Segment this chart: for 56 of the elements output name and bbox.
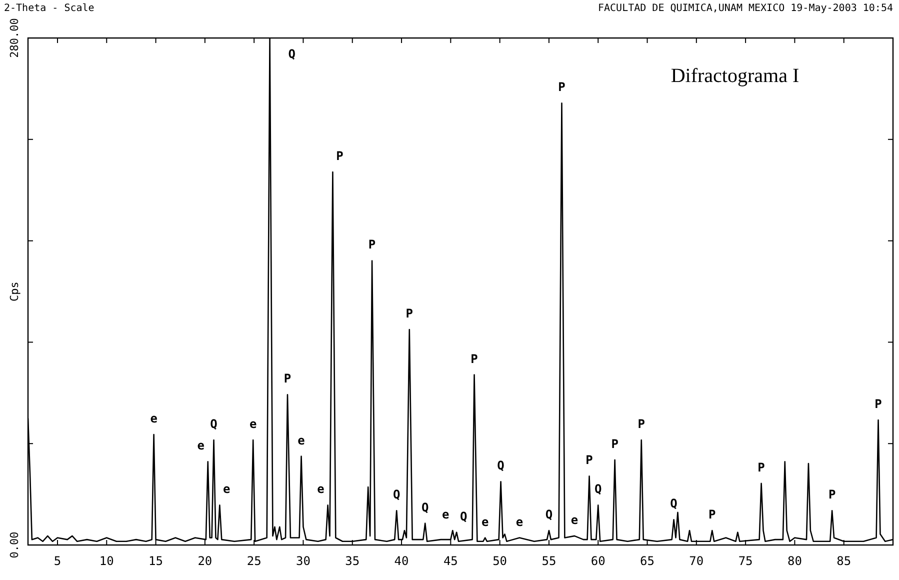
annotation: e: [570, 512, 578, 527]
annotation: P: [708, 508, 716, 522]
annotation: P: [611, 436, 618, 451]
annotation: P: [368, 238, 376, 252]
x-tick-label: 75: [738, 554, 753, 568]
annotation: Q: [497, 458, 504, 473]
x-tick-label: 70: [689, 554, 704, 568]
annotation: Q: [210, 416, 218, 431]
annotation: Q: [288, 47, 296, 61]
x-tick-label: 40: [394, 554, 409, 568]
annotation: e: [298, 433, 305, 448]
annotation: Q: [545, 508, 553, 522]
y-tick-label: 280.00: [8, 18, 21, 58]
x-tick-label: 15: [148, 554, 164, 568]
annotation: Q: [392, 488, 400, 502]
annotation: e: [197, 438, 204, 453]
x-tick-label: 35: [345, 554, 360, 568]
annotation: Q: [594, 482, 602, 496]
annotation: e: [481, 514, 489, 529]
annotation: P: [470, 352, 478, 366]
y-tick-label: 0.00: [8, 532, 21, 558]
annotation: P: [758, 460, 765, 474]
annotation: P: [558, 80, 566, 94]
x-tick-label: 30: [296, 554, 310, 568]
annotation: P: [406, 306, 414, 321]
x-tick-label: 25: [246, 554, 262, 568]
annotation: P: [638, 416, 645, 431]
annotation: e: [317, 482, 324, 496]
x-axis-title: 2-Theta - Scale: [4, 3, 94, 14]
annotation: e: [249, 416, 257, 431]
annotation: Q: [460, 509, 468, 524]
annotation: Q: [670, 496, 678, 511]
x-tick-label: 5: [54, 554, 62, 568]
y-axis-title: Cps: [8, 282, 21, 302]
annotation: P: [874, 397, 882, 412]
line-series: [28, 38, 893, 542]
x-tick-label: 45: [443, 554, 458, 568]
x-tick-label: 60: [590, 554, 606, 568]
x-tick-label: 55: [542, 554, 556, 568]
annotation: e: [442, 508, 450, 522]
annotation: P: [336, 148, 344, 163]
annotation: e: [150, 412, 158, 426]
annotation: Q: [421, 500, 429, 514]
annotation: P: [828, 488, 836, 502]
annotation: e: [223, 482, 230, 496]
x-tick-label: 80: [787, 554, 802, 568]
text: FACULTAD DE QUIMICA,UNAM MEXICO 19-May-2003 10:54: [598, 3, 893, 14]
annotation: e: [516, 514, 524, 529]
text: Difractograma I: [670, 65, 800, 87]
x-tick-label: 20: [198, 554, 212, 568]
x-tick-label: 50: [492, 554, 508, 568]
x-tick-label: 85: [836, 554, 852, 568]
annotation: P: [284, 372, 292, 386]
x-tick-label: 10: [99, 554, 114, 568]
annotation: P: [586, 453, 593, 468]
x-tick-label: 65: [640, 554, 654, 568]
